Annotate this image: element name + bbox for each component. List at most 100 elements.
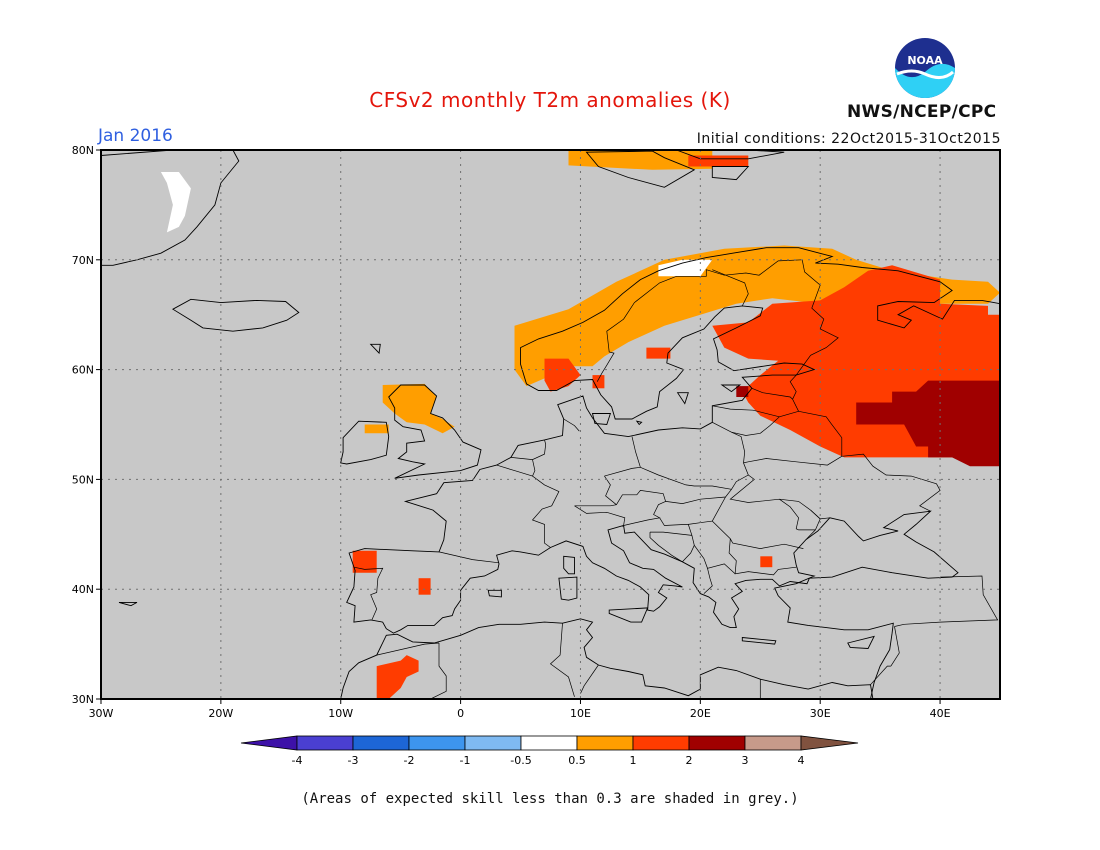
country-border <box>712 269 749 307</box>
initial-conditions-label: Initial conditions: 22Oct2015-31Oct2015 <box>696 131 1001 147</box>
colorbar-tick-label: 4 <box>798 754 805 767</box>
island-coastline <box>676 150 785 160</box>
country-border <box>894 575 999 627</box>
country-border <box>400 643 447 699</box>
lon-tick-label: 40E <box>930 707 951 720</box>
country-border <box>650 531 692 536</box>
colorbar-upper-arrow <box>800 735 859 751</box>
island-coastline <box>591 413 612 425</box>
island-coastline <box>635 420 643 426</box>
country-border <box>665 421 749 504</box>
lon-tick-label: 30E <box>810 707 831 720</box>
lat-tick-label: 70N <box>72 254 94 267</box>
map-layers <box>101 150 1000 699</box>
coastline <box>388 384 482 479</box>
map-panel: 30N 40N 50N 60N 70N 80N 30W 20W 10W 0 10E 20E 30E 40E <box>72 144 1001 720</box>
island-coastline <box>676 392 689 405</box>
period-label: Jan 2016 <box>98 126 173 146</box>
lon-tick-label: 10E <box>570 707 591 720</box>
coastline <box>172 298 300 332</box>
country-border <box>604 466 732 490</box>
country-border <box>496 464 560 548</box>
colorbar-segment <box>296 735 354 751</box>
country-border <box>728 538 797 576</box>
country-border <box>510 439 547 460</box>
island-coastline <box>741 637 777 645</box>
country-border <box>532 459 536 477</box>
anomaly-region <box>736 386 749 397</box>
country-border <box>574 490 667 526</box>
island-coastline <box>711 166 750 181</box>
anomaly-region <box>418 578 431 595</box>
colorbar-tick-label: 1 <box>630 754 637 767</box>
colorbar-tick-label: -4 <box>292 754 303 767</box>
anomaly-region <box>592 375 605 389</box>
colorbar-tick-label: -0.5 <box>510 754 531 767</box>
country-border <box>841 453 941 512</box>
chart-title: CFSv2 monthly T2m anomalies (K) <box>369 88 731 112</box>
country-border <box>376 642 440 656</box>
country-border <box>574 505 626 526</box>
island-coastline <box>369 343 381 355</box>
colorbar-tick-label: -1 <box>460 754 471 767</box>
logo-gull <box>896 69 955 79</box>
lon-tick-label: 20E <box>690 707 711 720</box>
colorbar-segment <box>688 735 746 751</box>
agency-label: NWS/NCEP/CPC <box>847 102 997 122</box>
island-coastline <box>608 607 649 623</box>
anomaly-region <box>856 380 1000 467</box>
skill-footnote: (Areas of expected skill less than 0.3 a… <box>301 791 799 807</box>
map-frame <box>100 149 1001 700</box>
country-border <box>789 374 797 400</box>
anomaly-region <box>658 259 713 277</box>
coastline <box>346 247 1000 699</box>
lat-tick-label: 50N <box>72 473 94 486</box>
anomaly-region <box>376 655 419 699</box>
colorbar-tick-label: 3 <box>742 754 749 767</box>
island-coastline <box>720 384 742 393</box>
colorbar-tick-label: -3 <box>348 754 359 767</box>
colorbar-segment <box>352 735 410 751</box>
colorbar-segment <box>576 735 634 751</box>
country-border <box>353 566 384 621</box>
lon-tick-label: 20W <box>208 707 233 720</box>
country-border <box>890 626 900 667</box>
country-border <box>731 387 800 436</box>
anomaly-region <box>364 424 389 434</box>
country-border <box>870 665 891 685</box>
country-border <box>438 551 500 564</box>
logo-text: NOAA <box>907 54 943 67</box>
anomaly-region <box>568 150 713 170</box>
colorbar-lower-arrow <box>240 735 298 751</box>
lon-tick-label: 30W <box>89 707 114 720</box>
lat-tick-label: 80N <box>72 144 94 157</box>
lat-tick-label: 40N <box>72 583 94 596</box>
country-border <box>580 664 599 694</box>
lon-tick-label: 0 <box>457 707 464 720</box>
country-border <box>779 498 816 531</box>
anomaly-region <box>688 155 749 167</box>
logo-wave <box>895 63 955 98</box>
island-coastline <box>487 589 502 598</box>
anomaly-region <box>544 358 581 392</box>
anomaly-region <box>382 383 455 434</box>
country-border <box>712 520 804 549</box>
country-border <box>649 532 683 563</box>
colorbar-segment <box>632 735 690 751</box>
colorbar-tick-label: 2 <box>686 754 693 767</box>
country-border <box>563 418 580 432</box>
anomaly-region <box>646 347 671 359</box>
coastline <box>340 420 390 465</box>
coastline <box>340 618 874 699</box>
island-coastline <box>585 150 696 188</box>
country-border <box>729 474 821 541</box>
lat-tick-label: 30N <box>72 693 94 706</box>
colorbar-segment <box>464 735 522 751</box>
anomaly-region <box>160 172 191 233</box>
colorbar-tick-label: -2 <box>404 754 415 767</box>
island-coastline <box>558 576 578 601</box>
country-border <box>743 410 843 466</box>
country-border <box>703 568 713 594</box>
country-border <box>604 475 617 505</box>
